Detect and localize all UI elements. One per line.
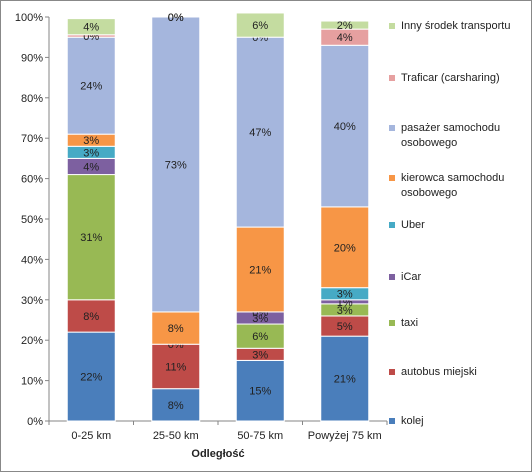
bar-segment	[66, 174, 116, 301]
data-label: 3%	[252, 313, 268, 325]
x-tick-label: 0-25 km	[71, 430, 111, 442]
legend-item-icar: iCar	[389, 270, 531, 285]
data-label: 4%	[83, 161, 99, 173]
legend-label: Traficar (carsharing)	[401, 72, 500, 84]
data-label: 4%	[83, 22, 99, 34]
y-tick-label: 30%	[21, 295, 43, 307]
data-label: 15%	[249, 386, 271, 398]
data-label: 8%	[83, 311, 99, 323]
legend-swatch	[389, 75, 395, 81]
legend-label: Uber	[401, 219, 425, 231]
bar-segment	[151, 388, 201, 422]
bar-segment	[151, 16, 201, 313]
legend-item-bus: autobus miejski	[389, 365, 531, 380]
data-label: 11%	[165, 361, 186, 373]
legend-item-car-driver: kierowca samochodu osobowego	[389, 171, 531, 201]
legend-swatch	[389, 369, 395, 375]
x-tick-label: 50-75 km	[237, 430, 283, 442]
data-label: 20%	[334, 242, 356, 254]
y-tick-label: 60%	[21, 174, 43, 186]
legend-item-car-passenger: pasażer samochodu osobowego	[389, 121, 531, 151]
legend-label: pasażer samochodu osobowego	[401, 122, 501, 149]
data-label: 40%	[334, 121, 356, 133]
data-label: 22%	[80, 372, 102, 384]
bar-segment	[320, 335, 370, 422]
y-tick-label: 10%	[21, 376, 43, 388]
data-label: 3%	[337, 305, 353, 317]
bar-segment	[235, 226, 285, 313]
data-label: 31%	[80, 232, 102, 244]
bar-segment	[320, 20, 370, 30]
legend-swatch	[389, 125, 395, 131]
legend-label: Inny środek transportu	[401, 20, 511, 32]
legend: Inny środek transportu Traficar (carshar…	[389, 9, 531, 434]
y-tick-label: 40%	[21, 254, 43, 266]
legend-label: iCar	[401, 271, 422, 283]
legend-label: kierowca samochodu osobowego	[401, 172, 505, 199]
bar-segment	[66, 331, 116, 422]
bar-segment	[320, 206, 370, 289]
data-label: 3%	[252, 349, 268, 361]
bar-segment	[66, 299, 116, 333]
bar-segment	[151, 343, 201, 390]
data-label: 21%	[249, 265, 271, 277]
data-label: 73%	[165, 159, 187, 171]
data-label: 6%	[252, 331, 268, 343]
data-label: 5%	[337, 321, 353, 333]
legend-swatch	[389, 175, 395, 181]
bar-segment	[235, 36, 285, 228]
legend-label: autobus miejski	[401, 366, 477, 378]
x-tick-label: Powyżej 75 km	[308, 430, 382, 442]
y-tick-label: 90%	[21, 52, 43, 64]
data-label: 3%	[83, 135, 99, 147]
bar-segment	[66, 36, 116, 135]
data-label: 21%	[334, 374, 356, 386]
data-label: 4%	[337, 32, 353, 44]
legend-label: taxi	[401, 317, 419, 329]
legend-swatch	[389, 23, 395, 29]
data-label: 2%	[337, 20, 353, 32]
data-label: 6%	[252, 20, 268, 32]
legend-swatch	[389, 418, 395, 424]
y-tick-label: 20%	[21, 335, 43, 347]
legend-item-other: Inny środek transportu	[389, 19, 531, 34]
data-label: 47%	[249, 127, 271, 139]
bar-segment	[235, 12, 285, 38]
data-label: 0%	[168, 12, 184, 24]
y-tick-label: 50%	[21, 214, 43, 226]
legend-label: kolej	[401, 415, 424, 427]
legend-swatch	[389, 222, 395, 228]
legend-swatch	[389, 320, 395, 326]
y-tick-label: 0%	[27, 416, 43, 428]
legend-swatch	[389, 274, 395, 280]
bar-segment	[320, 44, 370, 208]
legend-item-traficar: Traficar (carsharing)	[389, 71, 531, 86]
bar-segment	[66, 18, 116, 36]
data-label: 3%	[337, 289, 353, 301]
data-label: 0%	[168, 12, 184, 24]
bar-segment	[235, 359, 285, 422]
legend-item-uber: Uber	[389, 218, 531, 233]
data-label: 8%	[168, 400, 184, 412]
data-label: 8%	[168, 323, 184, 335]
legend-item-rail: kolej	[389, 414, 531, 429]
y-tick-label: 80%	[21, 93, 43, 105]
data-label: 24%	[80, 81, 102, 93]
y-tick-label: 100%	[15, 12, 43, 24]
data-label: 3%	[83, 147, 99, 159]
legend-item-taxi: taxi	[389, 316, 531, 331]
x-tick-label: 25-50 km	[153, 430, 199, 442]
x-axis-title: Odległość	[191, 448, 244, 460]
y-tick-label: 70%	[21, 133, 43, 145]
